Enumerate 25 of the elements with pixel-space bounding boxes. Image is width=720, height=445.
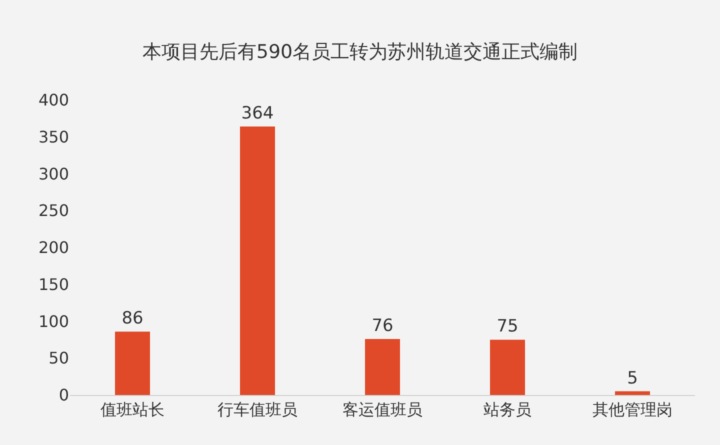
x-tick-label: 行车值班员	[218, 400, 298, 420]
y-tick-label: 0	[58, 386, 69, 405]
y-tick-label: 250	[38, 201, 69, 220]
x-tick-label: 站务员	[484, 400, 532, 420]
data-label: 76	[372, 316, 394, 336]
y-tick-label: 150	[38, 274, 69, 294]
data-label: 364	[241, 104, 274, 124]
y-tick-label: 50	[48, 348, 69, 368]
bar	[615, 391, 650, 395]
y-tick-label: 400	[38, 90, 69, 110]
y-tick-label: 300	[38, 164, 69, 184]
bar	[365, 338, 400, 395]
data-label: 86	[122, 308, 144, 329]
y-tick-label: 200	[38, 238, 69, 258]
bar	[240, 126, 275, 395]
bar	[490, 340, 525, 395]
chart-title: 本项目先后有590名员工转为苏州轨道交通正式编制	[142, 40, 578, 63]
bar	[115, 332, 150, 395]
y-tick-label: 100	[38, 312, 69, 331]
x-tick-label: 客运值班员	[342, 400, 422, 420]
y-tick-label: 350	[38, 127, 69, 146]
x-tick-label: 其他管理岗	[592, 400, 672, 420]
x-tick-label: 值班站长	[100, 400, 164, 420]
data-label: 75	[496, 316, 518, 337]
data-label: 5	[627, 368, 638, 388]
